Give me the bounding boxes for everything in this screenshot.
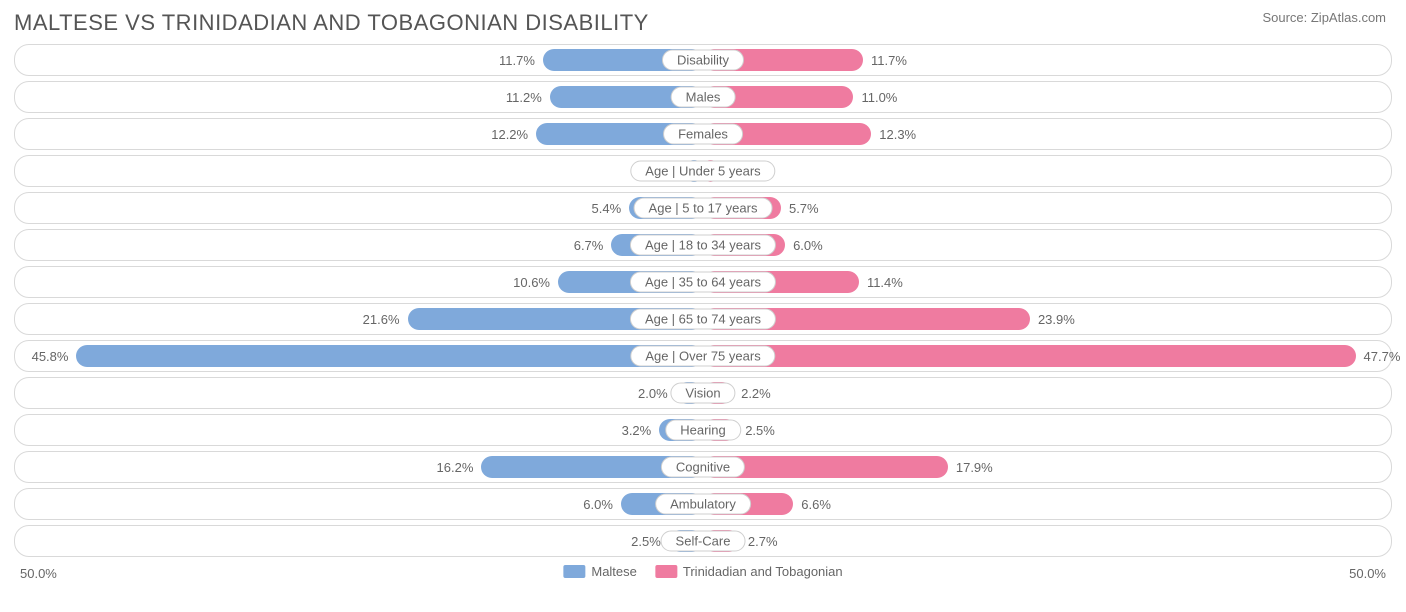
- value-label-right: 6.6%: [793, 493, 831, 515]
- category-badge: Age | 5 to 17 years: [634, 198, 773, 219]
- chart-row: 2.5%2.7%Self-Care: [14, 525, 1392, 557]
- chart-row: 11.7% 11.7% Disability: [14, 44, 1392, 76]
- category-badge: Ambulatory: [655, 494, 751, 515]
- chart-row: 11.2% 11.0% Males: [14, 81, 1392, 113]
- chart-body: 11.7% 11.7% Disability 11.2% 11.0% Males 12.2%…: [0, 44, 1406, 557]
- value-label-left: 3.2%: [622, 419, 660, 441]
- category-badge: Disability: [662, 50, 744, 71]
- chart-row: 10.6% 11.4% Age | 35 to 64 years: [14, 266, 1392, 298]
- chart-row: 45.8%47.7%Age | Over 75 years: [14, 340, 1392, 372]
- legend-swatch-left: [563, 565, 585, 578]
- value-label-left: 16.2%: [437, 456, 482, 478]
- legend-item-left: Maltese: [563, 564, 637, 579]
- legend-swatch-right: [655, 565, 677, 578]
- value-label-right: 5.7%: [781, 197, 819, 219]
- value-label-right: 11.0%: [853, 86, 897, 108]
- value-label-right: 17.9%: [948, 456, 993, 478]
- value-label-left: 45.8%: [32, 345, 77, 367]
- chart-container: MALTESE VS TRINIDADIAN AND TOBAGONIAN DI…: [0, 0, 1406, 612]
- chart-row: 6.7% 6.0% Age | 18 to 34 years: [14, 229, 1392, 261]
- chart-row: 2.0%2.2%Vision: [14, 377, 1392, 409]
- axis-label-left: 50.0%: [20, 566, 57, 581]
- category-badge: Age | Over 75 years: [630, 346, 775, 367]
- value-label-right: 2.5%: [737, 419, 775, 441]
- chart-source: Source: ZipAtlas.com: [1262, 10, 1386, 25]
- chart-footer: 50.0% Maltese Trinidadian and Tobagonian…: [0, 562, 1406, 588]
- value-label-left: 6.7%: [574, 234, 612, 256]
- category-badge: Hearing: [665, 420, 741, 441]
- category-badge: Age | Under 5 years: [630, 161, 775, 182]
- value-label-right: 12.3%: [871, 123, 916, 145]
- value-label-right: 11.7%: [863, 49, 907, 71]
- chart-header: MALTESE VS TRINIDADIAN AND TOBAGONIAN DI…: [0, 0, 1406, 44]
- chart-row: 3.2% 2.5%Hearing: [14, 414, 1392, 446]
- legend-label-right: Trinidadian and Tobagonian: [683, 564, 843, 579]
- category-badge: Males: [671, 87, 736, 108]
- chart-row: 16.2% 17.9% Cognitive: [14, 451, 1392, 483]
- chart-row: 21.6% 23.9% Age | 65 to 74 years: [14, 303, 1392, 335]
- bar-right: 47.7%: [703, 345, 1356, 367]
- value-label-left: 11.7%: [499, 49, 543, 71]
- chart-row: 1.3%1.1%Age | Under 5 years: [14, 155, 1392, 187]
- value-label-left: 5.4%: [592, 197, 630, 219]
- category-badge: Age | 18 to 34 years: [630, 235, 776, 256]
- value-label-left: 6.0%: [583, 493, 621, 515]
- value-label-left: 10.6%: [513, 271, 558, 293]
- category-badge: Age | 35 to 64 years: [630, 272, 776, 293]
- chart-row: 6.0% 6.6% Ambulatory: [14, 488, 1392, 520]
- category-badge: Vision: [670, 383, 735, 404]
- value-label-right: 47.7%: [1356, 345, 1401, 367]
- legend-label-left: Maltese: [591, 564, 637, 579]
- axis-label-right: 50.0%: [1349, 566, 1386, 581]
- value-label-right: 11.4%: [859, 271, 903, 293]
- category-badge: Cognitive: [661, 457, 745, 478]
- category-badge: Age | 65 to 74 years: [630, 309, 776, 330]
- value-label-right: 2.7%: [740, 530, 778, 552]
- bar-left: 45.8%: [76, 345, 703, 367]
- category-badge: Self-Care: [661, 531, 746, 552]
- legend-item-right: Trinidadian and Tobagonian: [655, 564, 843, 579]
- chart-row: 12.2% 12.3% Females: [14, 118, 1392, 150]
- chart-title: MALTESE VS TRINIDADIAN AND TOBAGONIAN DI…: [14, 10, 649, 36]
- chart-legend: Maltese Trinidadian and Tobagonian: [563, 564, 842, 579]
- chart-row: 5.4% 5.7% Age | 5 to 17 years: [14, 192, 1392, 224]
- category-badge: Females: [663, 124, 743, 145]
- value-label-right: 6.0%: [785, 234, 823, 256]
- value-label-left: 12.2%: [491, 123, 536, 145]
- value-label-right: 2.2%: [733, 382, 771, 404]
- value-label-right: 23.9%: [1030, 308, 1075, 330]
- value-label-left: 21.6%: [363, 308, 408, 330]
- value-label-left: 11.2%: [506, 86, 550, 108]
